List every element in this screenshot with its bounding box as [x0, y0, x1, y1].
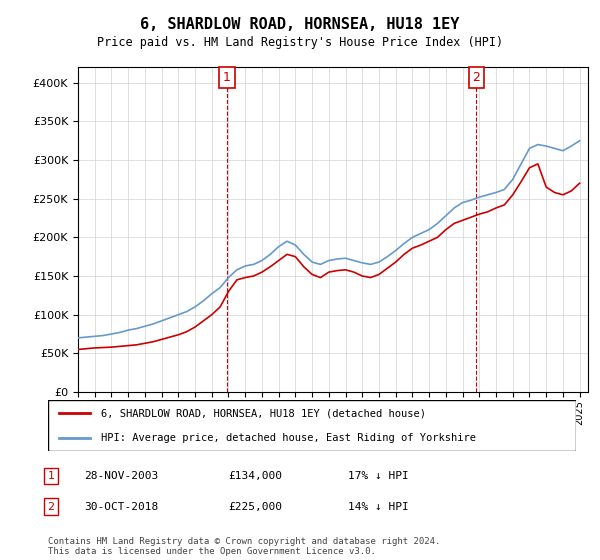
Text: 17% ↓ HPI: 17% ↓ HPI [348, 471, 409, 481]
Text: 14% ↓ HPI: 14% ↓ HPI [348, 502, 409, 512]
Text: 1: 1 [223, 71, 231, 84]
Text: 30-OCT-2018: 30-OCT-2018 [84, 502, 158, 512]
Text: This data is licensed under the Open Government Licence v3.0.: This data is licensed under the Open Gov… [48, 547, 376, 556]
Text: 6, SHARDLOW ROAD, HORNSEA, HU18 1EY: 6, SHARDLOW ROAD, HORNSEA, HU18 1EY [140, 17, 460, 32]
Text: Contains HM Land Registry data © Crown copyright and database right 2024.: Contains HM Land Registry data © Crown c… [48, 537, 440, 546]
Text: £134,000: £134,000 [228, 471, 282, 481]
Text: 2: 2 [473, 71, 481, 84]
Text: 2: 2 [47, 502, 55, 512]
Text: £225,000: £225,000 [228, 502, 282, 512]
Text: 1: 1 [47, 471, 55, 481]
FancyBboxPatch shape [48, 400, 576, 451]
Text: HPI: Average price, detached house, East Riding of Yorkshire: HPI: Average price, detached house, East… [101, 433, 476, 443]
Text: 6, SHARDLOW ROAD, HORNSEA, HU18 1EY (detached house): 6, SHARDLOW ROAD, HORNSEA, HU18 1EY (det… [101, 408, 426, 418]
Text: Price paid vs. HM Land Registry's House Price Index (HPI): Price paid vs. HM Land Registry's House … [97, 36, 503, 49]
Text: 28-NOV-2003: 28-NOV-2003 [84, 471, 158, 481]
